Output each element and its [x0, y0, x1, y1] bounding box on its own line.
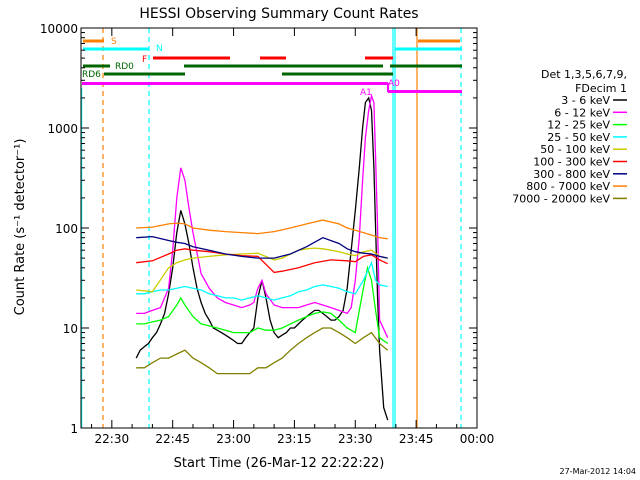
- x-tick-label-6: 00:00: [460, 432, 495, 446]
- series-line-2: [136, 265, 389, 345]
- attenuator-bar-a1: [82, 82, 388, 85]
- series-lines: [135, 93, 389, 421]
- y-tick-label-4: 10000: [40, 22, 78, 36]
- series-line-8: [136, 327, 389, 375]
- flag-label-a1: A1: [360, 88, 372, 98]
- flag-label-f: F: [142, 55, 147, 65]
- series-line-1: [136, 93, 389, 338]
- series-line-3: [136, 260, 388, 301]
- y-tick-label-3: 1000: [47, 122, 78, 136]
- x-axis-label: Start Time (26-Mar-12 22:22:22): [174, 456, 385, 471]
- flag-label-rd6: RD6: [82, 70, 101, 80]
- flag-bar-rd6-10: [104, 72, 185, 76]
- flag-bar-f-5: [260, 56, 286, 60]
- attenuator-bar-a0: [388, 90, 462, 93]
- x-tick-label-5: 23:45: [399, 432, 434, 446]
- legend-entry-1: 6 - 12 keV: [554, 106, 610, 119]
- flag-bar-rd0-8: [184, 64, 383, 68]
- y-tick-label-1: 10: [63, 322, 78, 336]
- flag-bar-s-1: [418, 39, 460, 43]
- series-line-7: [136, 219, 388, 240]
- footer-date: 27-Mar-2012 14:04: [560, 467, 637, 476]
- x-tick-label-4: 23:30: [338, 432, 373, 446]
- axis-ticks: 22:30 22:45 23:00 23:15 23:30 23:45 00:00 1 10 10…: [40, 22, 494, 446]
- legend-header-0: Det 1,3,5,6,7,9,: [541, 68, 627, 81]
- x-tick-label-2: 23:00: [216, 432, 251, 446]
- flag-bar-rd6-11: [282, 72, 393, 76]
- flag-label-a0: A0: [388, 79, 400, 89]
- legend-entry-8: 7000 - 20000 keV: [512, 192, 610, 205]
- legend-entry-6: 300 - 800 keV: [533, 168, 610, 181]
- legend-entry-4: 50 - 100 keV: [540, 143, 610, 156]
- legend-entry-0: 3 - 6 keV: [561, 94, 610, 107]
- x-tick-label-0: 22:30: [95, 432, 130, 446]
- flag-label-rd0: RD0: [115, 62, 134, 72]
- flag-label-s: S: [111, 37, 117, 47]
- flag-label-n: N: [156, 44, 163, 54]
- flag-bar-rd0-7: [83, 64, 110, 68]
- legend-entry-7: 800 - 7000 keV: [526, 180, 610, 193]
- y-tick-label-2: 100: [55, 222, 78, 236]
- y-axis-label: Count Rate (s⁻¹ detector⁻¹): [13, 139, 28, 316]
- x-tick-label-3: 23:15: [277, 432, 312, 446]
- legend-entry-2: 12 - 25 keV: [547, 119, 610, 132]
- flag-bar-s-0: [83, 39, 104, 43]
- series-line-0: [135, 96, 389, 421]
- legend-entry-5: 100 - 300 keV: [533, 156, 610, 169]
- flag-bar-n-2: [83, 47, 149, 51]
- legend-header-1: FDecim 1: [575, 82, 627, 95]
- series-line-6: [136, 235, 388, 259]
- legend-entry-3: 25 - 50 keV: [547, 131, 610, 144]
- flag-bar-rd0-9: [390, 64, 462, 68]
- chart-title: HESSI Observing Summary Count Rates: [139, 6, 418, 22]
- flag-bars: S NF RD0 RD6 A1 A0: [80, 28, 462, 428]
- y-tick-label-0: 1: [70, 422, 78, 436]
- x-tick-label-1: 22:45: [155, 432, 190, 446]
- flag-bar-f-4: [153, 56, 230, 60]
- flag-bar-f-6: [365, 56, 393, 60]
- flag-bar-n-3: [395, 47, 462, 51]
- series-line-5: [136, 248, 388, 274]
